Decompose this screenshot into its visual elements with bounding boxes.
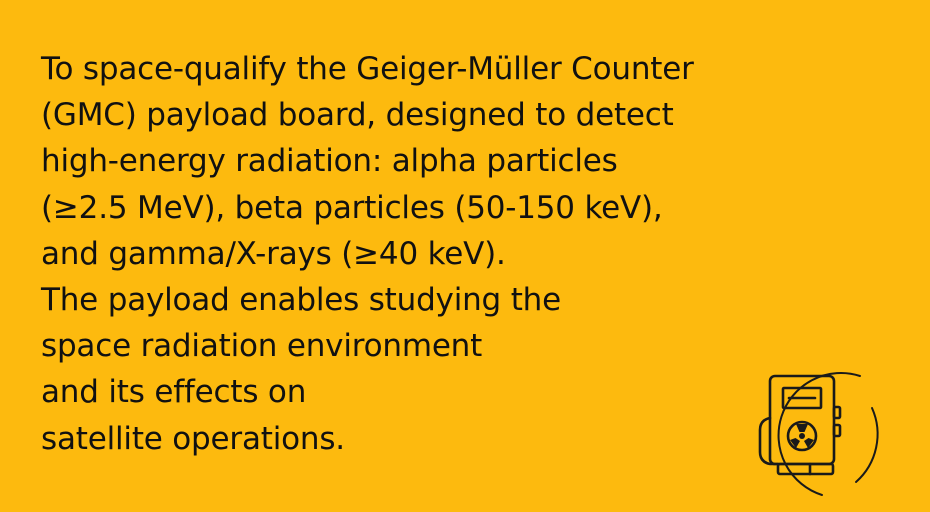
- radiation-ring: [786, 420, 818, 452]
- description-line: The payload enables studying the: [41, 282, 561, 319]
- geiger-counter-icon: [726, 356, 886, 506]
- description-line: (≥2.5 MeV), beta particles (50-150 keV),: [41, 189, 663, 226]
- description-line: satellite operations.: [41, 420, 345, 457]
- description-line: (GMC) payload board, designed to detect: [41, 97, 674, 134]
- description-line: high-energy radiation: alpha particles: [41, 143, 618, 180]
- radiation-blade-top: [796, 424, 808, 432]
- arc-right: [855, 407, 879, 483]
- arc-main: [777, 372, 861, 496]
- description-line: and gamma/X-rays (≥40 keV).: [41, 235, 506, 272]
- radiation-core: [799, 433, 805, 439]
- side-knob-bottom: [832, 423, 842, 438]
- device-screen: [781, 386, 823, 410]
- geiger-counter-svg: [758, 372, 879, 496]
- side-knob-top: [832, 405, 842, 420]
- description-line: and its effects on: [41, 374, 307, 411]
- description-line: To space-qualify the Geiger-Müller Count…: [41, 51, 694, 87]
- radiation-blade-right: [804, 438, 814, 448]
- radiation-blade-left: [790, 438, 800, 448]
- probe-base: [776, 462, 835, 476]
- payload-description: To space-qualify the Geiger-Müller Count…: [41, 46, 861, 462]
- description-line: space radiation environment: [41, 328, 483, 365]
- probe-cable: [758, 416, 780, 466]
